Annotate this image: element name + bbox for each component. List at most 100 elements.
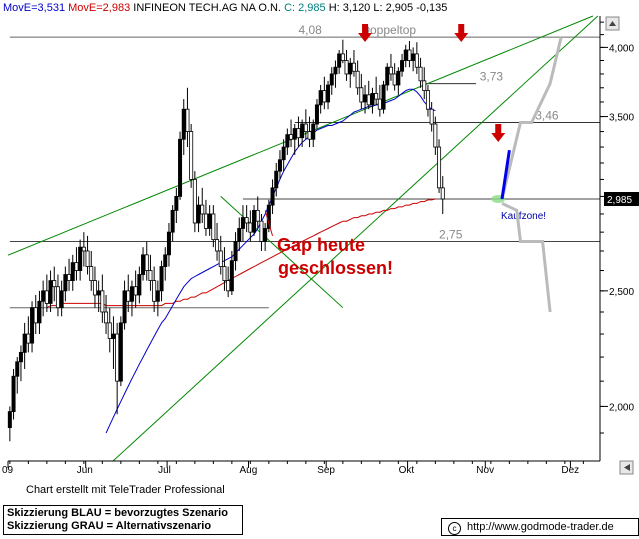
candle-body [174, 196, 179, 211]
candle-body [374, 93, 379, 100]
candle [392, 63, 397, 91]
candle [425, 84, 430, 117]
candle-body [70, 262, 75, 281]
candle [166, 222, 171, 267]
doppeltop-label: Doppeltop [361, 23, 416, 37]
candle-body [407, 49, 412, 61]
x-tick-label: Jul [158, 465, 171, 476]
candle-body [203, 213, 208, 229]
candle [388, 53, 393, 81]
candle-body [425, 90, 430, 110]
candle [240, 205, 245, 242]
candle [122, 280, 127, 330]
candle [104, 295, 109, 335]
candle [292, 124, 297, 155]
candle-body [115, 333, 120, 382]
candle-body [340, 53, 345, 61]
y-tick-label: 3,500 [609, 113, 634, 124]
candle-body [248, 222, 253, 233]
candle-body [200, 204, 205, 215]
trend-line [112, 15, 599, 462]
candle-body [244, 217, 249, 224]
candle-body [355, 70, 360, 89]
candle [96, 280, 101, 312]
candle-body [141, 254, 146, 275]
candle [26, 316, 31, 353]
candle-body [418, 66, 423, 82]
candle-body [385, 66, 390, 86]
candle [400, 53, 405, 77]
level-label: 4,08 [298, 23, 322, 37]
candle [107, 307, 112, 353]
candle-body [52, 280, 57, 288]
x-tick-label: Jun [77, 465, 93, 476]
candle [344, 49, 349, 81]
ma2-label: MovE=2,983 [68, 2, 131, 14]
candle-body [41, 290, 46, 302]
scenarios [500, 36, 563, 313]
candle-body [48, 280, 53, 304]
candle [92, 266, 97, 308]
candle-body [63, 274, 68, 292]
candle-body [104, 311, 109, 324]
candle [63, 266, 68, 302]
candle-body [403, 49, 408, 61]
candle-body [311, 123, 316, 140]
moving-average-long-line [46, 198, 436, 309]
candle-body [11, 375, 16, 413]
candle [300, 119, 305, 148]
candle-body [67, 274, 72, 281]
candle [185, 87, 190, 148]
candle [70, 254, 75, 291]
candle [37, 290, 42, 335]
gap-pointer-line [264, 210, 274, 236]
candle-body [337, 53, 342, 68]
candle-body [129, 286, 134, 302]
candle-body [189, 131, 194, 180]
current-price-box [604, 192, 639, 207]
candle [218, 235, 223, 275]
candle [370, 87, 375, 114]
candle [363, 84, 368, 114]
candle-body [296, 128, 301, 139]
candle-body [185, 108, 190, 132]
website-link[interactable]: c http://www.godmode-trader.de [441, 518, 639, 536]
kaufzone-label: Kaufzone! [501, 211, 546, 222]
price-chart[interactable]: 4,08 3,46 3,73 2,75 Doppeltop Gap heute gesch… [0, 0, 639, 480]
candle-body [270, 187, 275, 206]
candle-body [255, 210, 260, 222]
candle-body [148, 270, 153, 281]
candle [414, 42, 419, 74]
candle-body [81, 246, 86, 252]
red-arrow-icon [454, 24, 469, 42]
candle-body [237, 228, 242, 242]
legend-grey: Skizzierung GRAU = Alternativszenario [7, 520, 212, 532]
candle [233, 232, 238, 271]
candle [248, 210, 253, 242]
candles [7, 39, 445, 442]
candle [207, 205, 212, 236]
candle-body [44, 290, 49, 304]
candle-body [411, 53, 416, 61]
candle-body [440, 187, 445, 200]
candle [314, 99, 319, 129]
candle-body [18, 351, 23, 363]
candle [422, 67, 427, 100]
candle-body [163, 254, 168, 267]
candle-body [363, 94, 368, 103]
candle-body [37, 300, 42, 324]
candle [203, 199, 208, 236]
candle-body [329, 73, 334, 86]
candle [163, 247, 168, 281]
candle-body [370, 93, 375, 106]
horizontal-levels: 4,08 3,46 3,73 2,75 Doppeltop [9, 23, 600, 309]
x-tick-label: Nov [476, 465, 494, 476]
change-label: -0,135 [416, 2, 448, 14]
candle [52, 266, 57, 302]
candle [30, 301, 35, 353]
candle-body [215, 239, 220, 252]
candle [222, 247, 227, 291]
gap-label-line2: geschlossen! [278, 258, 393, 278]
candle-body [59, 290, 64, 309]
candle-body [144, 254, 149, 271]
